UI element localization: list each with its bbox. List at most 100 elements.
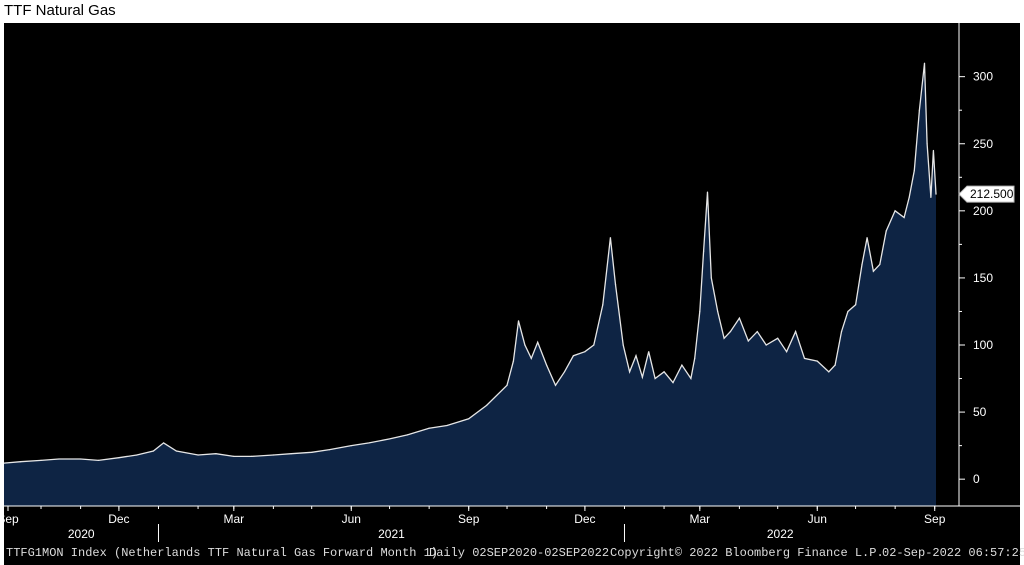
data-point — [446, 424, 448, 427]
data-point — [847, 310, 849, 313]
data-point — [572, 355, 575, 357]
data-point — [885, 230, 887, 232]
data-point — [681, 364, 683, 366]
y-tick-label: 50 — [973, 405, 987, 419]
data-point — [328, 449, 331, 451]
x-tick-label: Jun — [342, 512, 361, 526]
data-point — [918, 109, 921, 111]
data-point — [908, 196, 910, 199]
chart-title: TTF Natural Gas — [4, 2, 116, 19]
data-point — [19, 461, 22, 463]
data-point — [584, 351, 586, 353]
data-point — [388, 438, 391, 440]
x-tick-label: Mar — [223, 512, 244, 526]
data-point — [866, 237, 868, 239]
y-tick-label: 300 — [973, 70, 993, 84]
data-point — [879, 263, 881, 266]
data-point — [197, 454, 199, 456]
data-point — [468, 418, 470, 420]
x-tick-label: Sep — [458, 512, 480, 526]
y-tick-label: 200 — [973, 204, 993, 218]
data-point — [80, 458, 82, 460]
data-point — [903, 216, 905, 219]
data-point — [747, 340, 749, 342]
data-point — [935, 193, 937, 195]
data-point — [152, 450, 154, 452]
y-tick-label: 150 — [973, 271, 993, 285]
data-point — [272, 454, 274, 456]
data-point — [136, 454, 138, 456]
year-label: 2021 — [378, 527, 405, 541]
data-point — [554, 384, 557, 386]
data-point — [609, 237, 612, 239]
data-point — [699, 310, 701, 313]
data-point — [628, 371, 631, 373]
footer-copyright: Copyright© 2022 Bloomberg Finance L.P. — [610, 546, 884, 560]
data-point — [738, 317, 740, 319]
y-tick-label: 250 — [973, 137, 993, 151]
data-point — [765, 344, 767, 346]
data-point — [546, 364, 548, 366]
data-point — [506, 384, 508, 386]
data-point — [648, 351, 650, 353]
footer-range: Daily 02SEP2020-02SEP2022 — [429, 546, 610, 560]
chart-svg: 0 50 100 150 200 250 300 212.500 Sep Dec Mar Jun Sep… — [4, 23, 1020, 542]
data-point — [923, 62, 926, 64]
data-point — [40, 459, 42, 461]
footer-timestamp: 02-Sep-2022 06:57:25 — [882, 546, 1024, 560]
data-point — [350, 445, 352, 447]
data-point — [593, 344, 595, 346]
data-point — [777, 337, 779, 339]
data-point — [794, 330, 797, 333]
last-value-box — [958, 185, 1015, 203]
data-point — [723, 337, 725, 339]
year-label: 2022 — [767, 527, 794, 541]
data-point — [97, 459, 100, 461]
data-point — [622, 344, 624, 346]
data-point — [4, 462, 5, 464]
data-point — [215, 453, 217, 455]
data-point — [894, 210, 896, 212]
x-tick-label: Sep — [924, 512, 946, 526]
data-point — [485, 404, 488, 406]
data-point — [251, 455, 253, 457]
y-tick-label: 0 — [973, 472, 980, 486]
data-point — [926, 143, 928, 145]
data-point — [816, 360, 818, 362]
x-tick-label: Jun — [808, 512, 827, 526]
data-point — [524, 344, 526, 346]
data-point — [861, 263, 863, 266]
data-point — [694, 357, 696, 360]
data-point — [428, 427, 430, 429]
data-point — [703, 250, 705, 252]
data-point — [58, 458, 60, 460]
data-point — [913, 169, 915, 172]
data-point — [663, 371, 665, 373]
data-point — [614, 284, 617, 286]
year-label: 2020 — [68, 527, 95, 541]
data-point — [290, 453, 292, 455]
data-point — [706, 191, 709, 193]
data-point — [854, 304, 857, 306]
data-point — [406, 434, 409, 436]
data-point — [786, 351, 788, 353]
data-point — [756, 330, 758, 333]
data-point — [834, 364, 836, 366]
x-tick-label: Dec — [108, 512, 129, 526]
data-point — [710, 277, 712, 279]
data-point — [530, 357, 532, 360]
data-point — [932, 149, 935, 152]
data-point — [602, 304, 604, 306]
data-point — [654, 377, 656, 380]
last-value-label: 212.500 — [970, 187, 1014, 201]
data-point — [635, 355, 637, 357]
data-point — [512, 360, 515, 362]
data-point — [803, 357, 806, 360]
data-point — [233, 455, 235, 457]
data-point — [175, 450, 177, 452]
data-point — [563, 371, 566, 373]
data-point — [641, 376, 643, 378]
x-tick-label: Sep — [4, 512, 19, 526]
y-tick-label: 100 — [973, 338, 993, 352]
data-point — [517, 320, 520, 322]
